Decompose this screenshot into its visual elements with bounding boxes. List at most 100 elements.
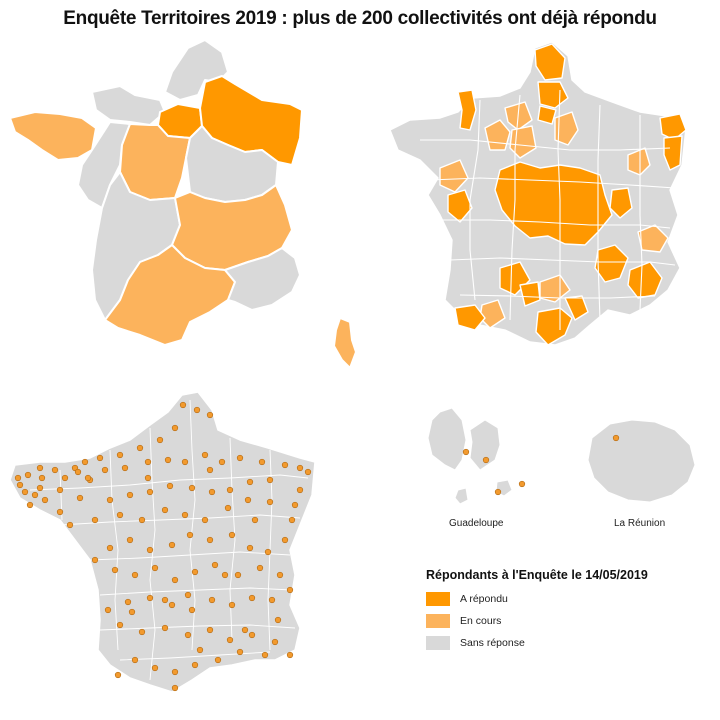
commune-dot — [218, 458, 226, 466]
commune-dot — [268, 596, 276, 604]
commune-dot — [266, 498, 274, 506]
commune-dot — [81, 458, 89, 466]
commune-dot — [251, 516, 259, 524]
commune-dot — [106, 544, 114, 552]
guadeloupe-label: Guadeloupe — [449, 518, 504, 529]
overseas-dot — [494, 488, 502, 496]
commune-dot — [193, 406, 201, 414]
page-title: Enquête Territoires 2019 : plus de 200 c… — [63, 8, 657, 29]
commune-dot — [248, 631, 256, 639]
commune-dot — [191, 661, 199, 669]
commune-dot — [281, 536, 289, 544]
commune-dot — [208, 488, 216, 496]
commune-dot — [144, 458, 152, 466]
commune-dot — [224, 504, 232, 512]
commune-dot — [168, 601, 176, 609]
commune-dot — [196, 646, 204, 654]
commune-dot — [188, 484, 196, 492]
commune-dot — [246, 478, 254, 486]
commune-dot — [168, 541, 176, 549]
commune-dot — [151, 664, 159, 672]
commune-dot — [286, 586, 294, 594]
commune-dot — [236, 648, 244, 656]
commune-dot — [24, 471, 32, 479]
guadeloupe-grande-terre — [469, 419, 501, 471]
commune-dot — [266, 476, 274, 484]
dept-en-cours-bretagne — [439, 159, 469, 193]
france-base-communes — [9, 391, 316, 693]
commune-dot — [84, 474, 92, 482]
commune-dot — [214, 656, 222, 664]
commune-dot — [288, 516, 296, 524]
commune-dot — [184, 631, 192, 639]
commune-dot — [21, 488, 29, 496]
commune-dot — [131, 656, 139, 664]
commune-dot — [274, 616, 282, 624]
region-corse — [333, 317, 357, 369]
commune-dot — [206, 466, 214, 474]
commune-dot — [226, 636, 234, 644]
commune-dot — [166, 482, 174, 490]
commune-dot — [226, 486, 234, 494]
commune-borders — [29, 399, 309, 681]
commune-dot — [36, 484, 44, 492]
legend-swatch-en-cours — [426, 614, 450, 628]
regions-map — [9, 39, 357, 369]
legend-label-en-cours: En cours — [460, 615, 502, 627]
commune-dot — [244, 496, 252, 504]
commune-dot — [208, 596, 216, 604]
commune-dot — [136, 444, 144, 452]
commune-dot — [188, 606, 196, 614]
commune-dot — [228, 531, 236, 539]
commune-dot — [191, 568, 199, 576]
commune-dot — [248, 594, 256, 602]
commune-dot — [74, 468, 82, 476]
commune-dot — [181, 458, 189, 466]
region-occitanie — [104, 244, 236, 346]
legend-label-repondu: A répondu — [460, 593, 508, 605]
commune-dot — [151, 564, 159, 572]
overseas-dot — [482, 456, 490, 464]
commune-dot — [281, 461, 289, 469]
overseas-dot — [612, 434, 620, 442]
commune-dot — [66, 521, 74, 529]
legend-swatch-repondu — [426, 592, 450, 606]
commune-dot — [104, 606, 112, 614]
commune-dot — [16, 481, 24, 489]
commune-dot — [56, 486, 64, 494]
commune-dots — [14, 401, 312, 692]
commune-dot — [171, 684, 179, 692]
region-normandie — [91, 85, 166, 126]
legend-swatch-sans-reponse — [426, 636, 450, 650]
commune-dot — [221, 571, 229, 579]
commune-dot — [51, 466, 59, 474]
commune-dot — [161, 506, 169, 514]
commune-dot — [111, 566, 119, 574]
dept-repondu-bas-rhin — [663, 135, 683, 171]
dept-repondu-loire — [609, 187, 633, 219]
region-hauts-de-france — [164, 39, 229, 101]
dept-en-cours-idf — [554, 111, 579, 146]
commune-dot — [236, 454, 244, 462]
commune-dot — [116, 621, 124, 629]
commune-dot — [256, 564, 264, 572]
commune-dot — [201, 451, 209, 459]
dept-repondu-moselle — [659, 113, 687, 141]
commune-dot — [41, 496, 49, 504]
overseas-dot — [518, 480, 526, 488]
commune-dot — [116, 451, 124, 459]
commune-dot — [286, 651, 294, 659]
reunion-label: La Réunion — [614, 518, 666, 529]
commune-dot — [126, 491, 134, 499]
commune-dot — [56, 508, 64, 516]
dept-repondu-nord-2 — [537, 81, 569, 109]
commune-dot — [31, 491, 39, 499]
commune-dot — [228, 601, 236, 609]
commune-dot — [161, 596, 169, 604]
commune-dot — [201, 516, 209, 524]
commune-dot — [138, 628, 146, 636]
overseas-dot — [462, 448, 470, 456]
commune-dot — [181, 511, 189, 519]
commune-dot — [116, 511, 124, 519]
commune-dot — [14, 474, 22, 482]
